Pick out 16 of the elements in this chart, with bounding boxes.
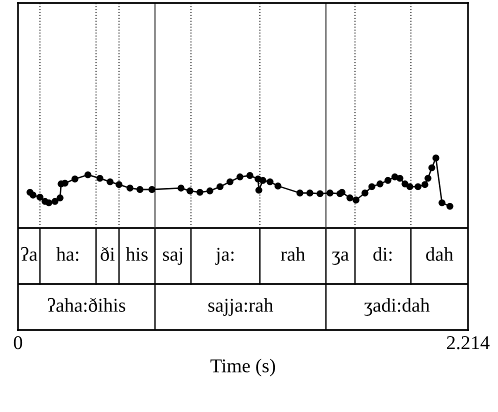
- text: ʔa: [21, 246, 38, 261]
- text: ði: [100, 246, 115, 261]
- text: ha:: [56, 247, 78, 261]
- text: ja:: [215, 248, 234, 265]
- x-axis-title: Time (s): [210, 358, 276, 376]
- text: di:: [373, 247, 392, 261]
- text: ʒa: [332, 251, 349, 265]
- text: sajja:rah: [208, 298, 274, 316]
- x-tick-label: 0: [14, 336, 22, 350]
- text: ʒadi:dah: [364, 298, 430, 316]
- x-tick-label: 2.214: [446, 336, 490, 350]
- text: dah: [426, 247, 454, 261]
- text: ʔaha:ðihis: [48, 298, 126, 312]
- text: his: [126, 247, 148, 261]
- text: saj: [162, 248, 182, 265]
- text: rah: [280, 247, 306, 261]
